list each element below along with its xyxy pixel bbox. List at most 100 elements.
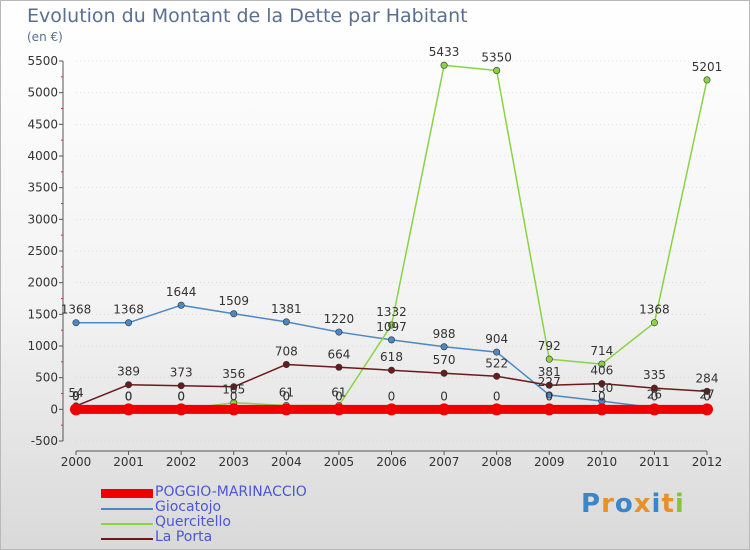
data-point-poggio-marinaccio <box>385 403 398 416</box>
legend-label: La Porta <box>155 529 213 545</box>
data-label-poggio-marinaccio: 0 <box>703 389 711 403</box>
data-point-poggio-marinaccio <box>595 403 608 416</box>
data-label-poggio-marinaccio: 0 <box>72 389 80 403</box>
x-tick-label: 2012 <box>692 455 723 469</box>
data-label-la-porta: 373 <box>170 366 193 380</box>
data-point-giocatojo <box>282 318 290 326</box>
y-tick-label: 5500 <box>27 54 58 68</box>
data-label-la-porta: 522 <box>485 356 508 370</box>
data-point-poggio-marinaccio <box>490 403 503 416</box>
y-tick-label: 4000 <box>27 149 58 163</box>
data-point-quercitello <box>387 321 395 329</box>
data-point-la-porta <box>598 380 606 388</box>
y-tick-label: 2000 <box>27 276 58 290</box>
data-label-poggio-marinaccio: 0 <box>651 389 659 403</box>
y-tick-label: 3000 <box>27 212 58 226</box>
legend-swatch <box>101 508 153 510</box>
chart-title: Evolution du Montant de la Dette par Hab… <box>27 5 468 27</box>
data-label-la-porta: 664 <box>327 347 350 361</box>
legend-swatch <box>101 489 153 498</box>
data-point-poggio-marinaccio <box>701 403 713 416</box>
proxiti-logo: Proxiti <box>581 489 685 519</box>
logo-letter: t <box>661 489 675 519</box>
x-tick-label: 2011 <box>639 455 670 469</box>
data-point-giocatojo <box>545 391 553 399</box>
data-point-quercitello <box>440 61 448 69</box>
x-tick-label: 2008 <box>481 455 512 469</box>
data-label-poggio-marinaccio: 0 <box>388 389 396 403</box>
data-point-la-porta <box>703 387 711 395</box>
data-label-giocatojo: 1368 <box>113 303 144 317</box>
data-label-la-porta: 54 <box>68 386 83 400</box>
logo-letter: x <box>633 489 652 519</box>
data-point-la-porta <box>545 381 553 389</box>
data-label-quercitello: 1368 <box>639 303 670 317</box>
data-label-poggio-marinaccio: 0 <box>177 389 185 403</box>
data-label-la-porta: 570 <box>433 353 456 367</box>
x-tick-label: 2004 <box>271 455 302 469</box>
data-label-poggio-marinaccio: 0 <box>335 389 343 403</box>
data-point-quercitello <box>650 319 658 327</box>
data-label-quercitello: 9 <box>72 389 80 403</box>
y-tick-label: -500 <box>31 434 58 448</box>
data-label-poggio-marinaccio: 0 <box>545 389 553 403</box>
y-tick-label: 0 <box>50 402 58 416</box>
data-point-la-porta <box>230 383 238 391</box>
data-label-poggio-marinaccio: 0 <box>493 389 501 403</box>
data-point-quercitello <box>598 360 606 368</box>
data-label-giocatojo: 1509 <box>218 294 249 308</box>
data-label-la-porta: 381 <box>538 365 561 379</box>
data-point-giocatojo <box>125 319 133 327</box>
data-point-giocatojo <box>440 343 448 351</box>
data-label-giocatojo: 1644 <box>166 285 197 299</box>
logo-letter: i <box>674 489 685 519</box>
data-label-giocatojo: 130 <box>590 381 613 395</box>
data-point-giocatojo <box>493 348 501 356</box>
data-label-giocatojo: 227 <box>538 375 561 389</box>
data-point-la-porta <box>125 381 133 389</box>
legend-label: Giocatojo <box>155 499 222 515</box>
data-point-poggio-marinaccio <box>648 403 661 416</box>
x-tick-label: 2001 <box>113 455 144 469</box>
data-label-poggio-marinaccio: 0 <box>230 389 238 403</box>
y-tick-label: 500 <box>35 371 58 385</box>
logo-letter: r <box>601 489 615 519</box>
y-tick-label: 4500 <box>27 117 58 131</box>
data-point-giocatojo <box>177 301 185 309</box>
data-label-la-porta: 335 <box>643 368 666 382</box>
data-point-la-porta <box>177 382 185 390</box>
data-point-giocatojo <box>72 319 80 327</box>
data-label-giocatojo: 1097 <box>376 320 407 334</box>
data-point-giocatojo <box>230 310 238 318</box>
data-point-poggio-marinaccio <box>543 403 556 416</box>
data-label-quercitello: 105 <box>222 383 245 397</box>
x-tick-label: 2005 <box>324 455 355 469</box>
data-label-quercitello: 5433 <box>429 45 460 59</box>
y-tick-label: 1000 <box>27 339 58 353</box>
data-label-quercitello: 1332 <box>376 305 407 319</box>
data-label-la-porta: 618 <box>380 350 403 364</box>
data-label-quercitello: 5201 <box>692 60 723 74</box>
data-label-la-porta: 389 <box>117 365 140 379</box>
data-label-poggio-marinaccio: 0 <box>440 389 448 403</box>
legend-label: Quercitello <box>155 514 231 530</box>
data-point-poggio-marinaccio <box>175 403 188 416</box>
data-point-poggio-marinaccio <box>438 403 451 416</box>
data-point-quercitello <box>545 355 553 363</box>
data-point-poggio-marinaccio <box>227 403 240 416</box>
data-point-poggio-marinaccio <box>332 403 345 416</box>
data-label-la-porta: 356 <box>222 367 245 381</box>
x-tick-label: 2009 <box>534 455 565 469</box>
x-tick-label: 2006 <box>376 455 407 469</box>
data-point-poggio-marinaccio <box>122 403 135 416</box>
legend-item: Quercitello <box>101 514 401 531</box>
x-tick-label: 2002 <box>166 455 197 469</box>
logo-letter: P <box>581 489 602 519</box>
y-tick-label: 1500 <box>27 307 58 321</box>
chart-legend: POGGIO-MARINACCIO Giocatojo Quercitello La … <box>101 484 401 546</box>
data-label-poggio-marinaccio: 0 <box>283 389 291 403</box>
x-tick-label: 2000 <box>61 455 92 469</box>
data-label-quercitello: 61 <box>279 385 294 399</box>
